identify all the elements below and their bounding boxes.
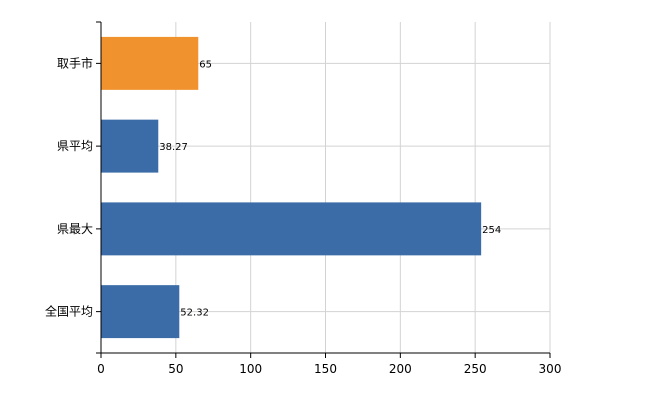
x-tick-label-3: 150 (314, 362, 337, 376)
bar-0 (101, 36, 199, 90)
x-tick-label-1: 50 (168, 362, 183, 376)
axes (96, 21, 551, 358)
category-label-3: 全国平均 (45, 304, 93, 319)
bar-1 (101, 119, 159, 173)
x-tick-label-0: 0 (97, 362, 105, 376)
x-tick-label-6: 300 (539, 362, 562, 376)
bar-3 (101, 285, 180, 339)
bars (101, 36, 482, 339)
category-label-1: 県平均 (57, 139, 93, 153)
category-label-0: 取手市 (57, 55, 93, 70)
x-tick-label-5: 250 (464, 362, 487, 376)
x-tick-label-4: 200 (389, 362, 412, 376)
category-label-2: 県最大 (57, 222, 93, 236)
data-label-2: 254 (482, 225, 501, 236)
data-label-0: 65 (199, 59, 212, 70)
data-label-3: 52.32 (180, 308, 209, 319)
data-label-1: 38.27 (159, 142, 188, 153)
x-tick-label-2: 100 (239, 362, 262, 376)
bar-2 (101, 202, 482, 256)
